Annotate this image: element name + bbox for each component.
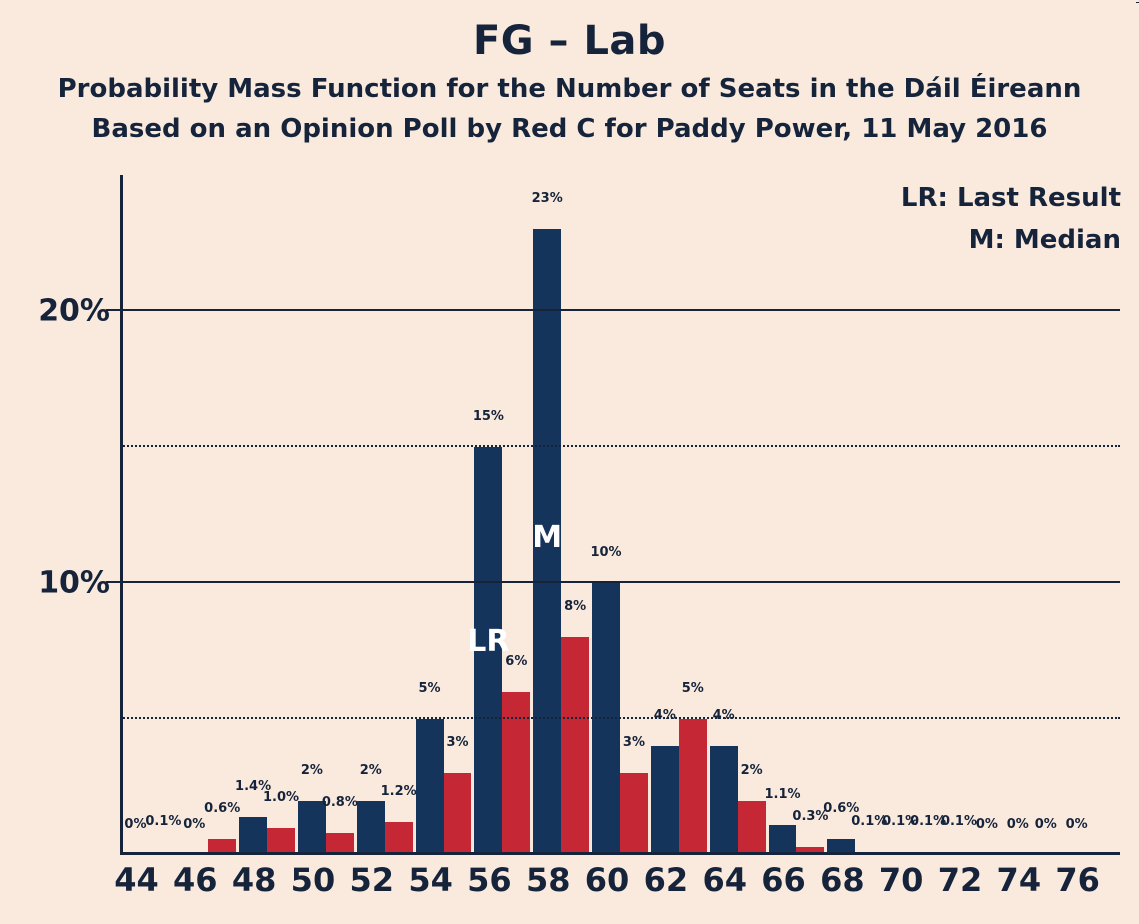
x-tick-label: 56 bbox=[467, 861, 512, 899]
x-tick-label: 46 bbox=[173, 861, 218, 899]
bar-primary bbox=[239, 817, 267, 855]
bar-label: 1.2% bbox=[381, 784, 417, 803]
bar-label: 0.1% bbox=[941, 814, 977, 833]
bar-label: 0.6% bbox=[204, 801, 240, 820]
bar-label: 2% bbox=[741, 763, 763, 782]
bar-label: 0% bbox=[1066, 817, 1088, 836]
x-tick-label: 58 bbox=[526, 861, 571, 899]
x-tick-labels: 4446485052545658606264666870727476 bbox=[120, 861, 1120, 901]
bar-label: 3% bbox=[446, 735, 468, 754]
bar-primary bbox=[416, 719, 444, 855]
bar-label: 8% bbox=[564, 599, 586, 618]
bar-primary bbox=[651, 746, 679, 855]
x-tick-label: 44 bbox=[114, 861, 159, 899]
bar-primary bbox=[474, 447, 502, 855]
bar-primary bbox=[710, 746, 738, 855]
x-tick-label: 64 bbox=[702, 861, 747, 899]
bar-label: 23% bbox=[532, 191, 563, 210]
x-tick-label: 60 bbox=[585, 861, 630, 899]
grid-minor bbox=[120, 717, 1120, 719]
bar-label: 1.1% bbox=[764, 787, 800, 806]
copyright: © 2020 Filip van Laenen bbox=[1133, 0, 1139, 4]
chart-frame: © 2020 Filip van Laenen FG – Lab Probabi… bbox=[0, 0, 1139, 924]
x-tick-label: 66 bbox=[761, 861, 806, 899]
bar-secondary bbox=[561, 637, 589, 855]
bar-label: 2% bbox=[360, 763, 382, 782]
bar-secondary bbox=[267, 828, 295, 855]
x-tick-label: 50 bbox=[291, 861, 336, 899]
bar-primary bbox=[592, 583, 620, 855]
bar-label: 2% bbox=[301, 763, 323, 782]
bar-label: 5% bbox=[419, 681, 441, 700]
grid-major bbox=[106, 309, 1120, 311]
x-tick-label: 76 bbox=[1055, 861, 1100, 899]
bar-primary bbox=[769, 825, 797, 855]
y-tick-label: 10% bbox=[38, 566, 110, 601]
x-tick-label: 70 bbox=[879, 861, 924, 899]
x-tick-label: 72 bbox=[938, 861, 983, 899]
bar-label: 0% bbox=[124, 817, 146, 836]
bar-label: 5% bbox=[682, 681, 704, 700]
grid-major bbox=[106, 581, 1120, 583]
x-tick-label: 52 bbox=[349, 861, 394, 899]
bar-label: 1.0% bbox=[263, 790, 299, 809]
bars-layer: 0%0.1%0%0.6%1.4%1.0%2%0.8%2%1.2%5%3%15%6… bbox=[120, 175, 1120, 855]
bar-secondary bbox=[385, 822, 413, 855]
bar-label: 0% bbox=[1007, 817, 1029, 836]
bar-label: 15% bbox=[473, 409, 504, 428]
x-tick-label: 68 bbox=[820, 861, 865, 899]
bar-secondary bbox=[444, 773, 472, 855]
bar-label: 3% bbox=[623, 735, 645, 754]
bar-label: 0% bbox=[976, 817, 998, 836]
chart-title: FG – Lab bbox=[0, 18, 1139, 64]
x-axis bbox=[120, 852, 1120, 855]
bar-secondary bbox=[679, 719, 707, 855]
bar-primary bbox=[357, 801, 385, 855]
grid-minor bbox=[120, 445, 1120, 447]
bar-label: 0.1% bbox=[145, 814, 181, 833]
y-tick-label: 20% bbox=[38, 294, 110, 329]
bar-label: 0.8% bbox=[322, 795, 358, 814]
x-tick-label: 74 bbox=[997, 861, 1042, 899]
chart-source: Based on an Opinion Poll by Red C for Pa… bbox=[0, 114, 1139, 144]
x-tick-label: 62 bbox=[644, 861, 689, 899]
bar-label: 10% bbox=[590, 545, 621, 564]
bar-secondary bbox=[620, 773, 648, 855]
x-tick-label: 54 bbox=[408, 861, 453, 899]
bar-label: 0% bbox=[183, 817, 205, 836]
plot-area: 0%0.1%0%0.6%1.4%1.0%2%0.8%2%1.2%5%3%15%6… bbox=[40, 175, 1120, 855]
chart-subtitle: Probability Mass Function for the Number… bbox=[0, 74, 1139, 104]
bar-secondary bbox=[738, 801, 766, 855]
x-tick-label: 48 bbox=[232, 861, 277, 899]
titles: FG – Lab Probability Mass Function for t… bbox=[0, 0, 1139, 144]
bar-primary bbox=[533, 229, 561, 855]
bar-label: 6% bbox=[505, 654, 527, 673]
bar-label: 0% bbox=[1035, 817, 1057, 836]
